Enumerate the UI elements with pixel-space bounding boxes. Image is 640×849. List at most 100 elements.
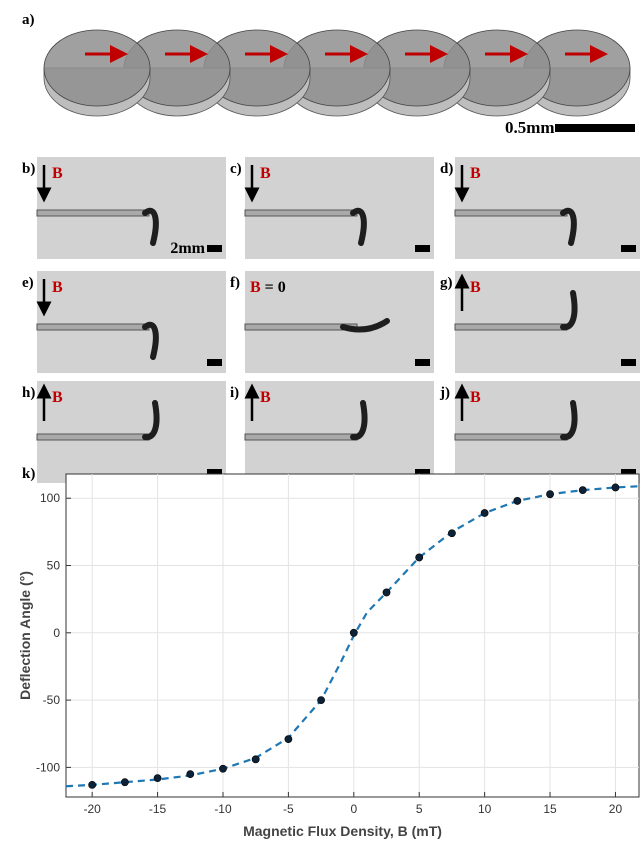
needle: [454, 433, 568, 441]
field-label: B: [470, 279, 481, 296]
x-tick-label: -20: [83, 802, 101, 816]
data-point: [219, 764, 227, 773]
x-tick-label: -5: [283, 802, 294, 816]
field-label: B: [52, 389, 63, 406]
field-symbol: B: [260, 389, 271, 406]
needle: [36, 323, 150, 331]
data-point: [120, 778, 129, 787]
magnetic-tip: [560, 290, 578, 331]
data-point: [153, 774, 162, 783]
field-symbol: B: [470, 279, 481, 296]
needle: [36, 433, 150, 441]
photo: [245, 157, 434, 259]
photo: [37, 271, 226, 373]
field-symbol: B: [52, 165, 63, 182]
needle: [36, 209, 150, 217]
panel-label: i): [230, 385, 239, 401]
data-point: [317, 696, 326, 704]
x-tick-label: 5: [416, 802, 423, 816]
y-tick-label: 50: [47, 559, 61, 573]
magnetic-tip: [142, 400, 160, 441]
panel-label: b): [22, 161, 35, 177]
data-point: [88, 780, 97, 789]
photo: [245, 271, 434, 373]
x-tick-label: -15: [149, 802, 167, 816]
panel-label: g): [440, 275, 453, 291]
panel-label: e): [22, 275, 34, 291]
field-label: B: [260, 165, 271, 182]
magnetic-tip: [560, 400, 578, 441]
field-label: B = 0: [250, 279, 286, 296]
photo: [455, 157, 640, 259]
data-point: [186, 770, 195, 779]
data-point: [611, 483, 620, 492]
data-point: [415, 553, 424, 562]
scale-bar: [621, 469, 636, 476]
panel-label: j): [439, 385, 450, 401]
data-point: [480, 509, 489, 517]
x-tick-label: 15: [543, 802, 557, 816]
data-point: [546, 490, 554, 499]
data-point: [251, 755, 260, 764]
panel-label: a): [22, 12, 35, 28]
field-symbol: B: [260, 165, 271, 182]
magnetic-tip: [560, 207, 577, 246]
y-tick-label: -50: [43, 693, 61, 707]
disk-top: [43, 29, 151, 107]
x-tick-label: -10: [214, 802, 232, 816]
x-tick-label: 10: [478, 802, 492, 816]
needle: [454, 323, 568, 331]
data-point: [382, 588, 391, 597]
panel-label: d): [440, 161, 453, 177]
data-point: [349, 628, 358, 637]
field-symbol: B: [52, 279, 63, 296]
field-label: B: [52, 165, 63, 182]
scale-bar: [621, 359, 636, 366]
y-tick-label: -100: [36, 760, 60, 774]
field-value: = 0: [265, 279, 286, 296]
panel-label: c): [230, 161, 242, 177]
scale-bar: [415, 469, 430, 476]
field-label: B: [52, 279, 63, 296]
y-tick-label: 100: [40, 491, 60, 505]
x-tick-label: 20: [609, 802, 623, 816]
magnetic-tip: [350, 400, 368, 441]
scale-bar: [207, 469, 222, 476]
data-point: [284, 735, 293, 744]
scale-bar: [207, 245, 222, 252]
data-point: [513, 497, 522, 505]
scale-bar: [207, 359, 222, 366]
photo: [455, 271, 640, 373]
photo: [245, 381, 434, 483]
scale-bar-label: 2mm: [170, 240, 205, 257]
photo: [37, 381, 226, 483]
scale-bar: [415, 245, 430, 252]
scale-bar: [621, 245, 636, 252]
y-tick-label: 0: [53, 626, 60, 640]
magnetic-tip: [350, 207, 367, 246]
field-symbol: B: [470, 165, 481, 182]
scale-bar-label: 0.5mm: [505, 118, 555, 137]
panel-label: f): [230, 275, 240, 291]
x-tick-label: 0: [350, 802, 357, 816]
needle: [244, 209, 358, 217]
x-axis-label: Magnetic Flux Density, B (mT): [243, 823, 442, 839]
field-symbol: B: [470, 389, 481, 406]
data-point: [448, 529, 456, 538]
field-symbol: B: [250, 279, 261, 296]
panel-label: k): [22, 466, 35, 482]
field-label: B: [260, 389, 271, 406]
magnetic-tip: [142, 321, 159, 360]
y-axis-label: Deflection Angle (°): [17, 571, 33, 700]
field-label: B: [470, 165, 481, 182]
needle: [244, 433, 358, 441]
field-label: B: [470, 389, 481, 406]
data-point: [578, 486, 587, 495]
needle: [454, 209, 568, 217]
magnetic-tip: [142, 207, 159, 246]
scale-bar: [415, 359, 430, 366]
photo: [455, 381, 640, 483]
disk-array: [43, 29, 631, 117]
magnetic-tip: [340, 318, 390, 333]
